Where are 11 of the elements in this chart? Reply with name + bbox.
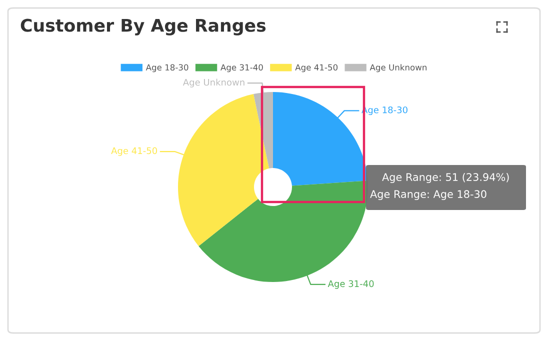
slice-label: Age Unknown	[182, 78, 244, 88]
slice-label: Age 31-40	[328, 280, 374, 289]
chart-title: Customer By Age Ranges	[20, 18, 266, 36]
legend-label: Age 41-50	[295, 64, 338, 72]
donut-slice	[198, 180, 368, 282]
legend-label: Age 31-40	[220, 64, 263, 72]
legend-label: Age 18-30	[146, 64, 188, 72]
legend-label: Age Unknown	[370, 64, 426, 72]
text: Age Range: 51 (23.94%)	[382, 172, 509, 184]
slice-label: Age 41-50	[111, 147, 158, 156]
text: Age Range: Age 18-30	[370, 190, 486, 200]
